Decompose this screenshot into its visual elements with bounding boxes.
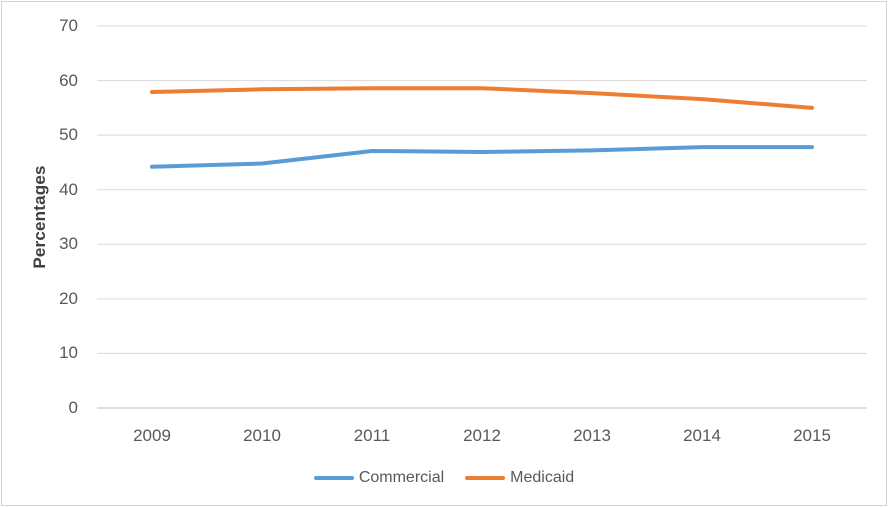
legend-line-medicaid-icon (465, 476, 506, 480)
legend-label-medicaid: Medicaid (510, 469, 575, 486)
legend-label-commercial: Commercial (358, 469, 445, 486)
y-tick-label: 50 (59, 125, 78, 145)
x-tick-label: 2010 (243, 426, 281, 445)
y-tick-label: 0 (68, 398, 78, 417)
series-line-medicaid (150, 86, 814, 110)
x-tick-label: 2009 (133, 426, 171, 445)
y-tick-label: 40 (59, 179, 78, 199)
y-tick-label: 30 (59, 234, 78, 254)
x-tick-label: 2011 (353, 426, 391, 445)
legend: Commercial Medicaid (2, 464, 886, 492)
legend-item-medicaid[interactable]: Medicaid (465, 469, 574, 487)
x-tick-label: 2015 (793, 426, 831, 445)
x-tick-label: 2013 (573, 426, 611, 445)
series-line-commercial (150, 145, 814, 169)
legend-line-commercial-icon (313, 476, 354, 480)
x-tick-label: 2014 (683, 426, 721, 445)
y-tick-label: 70 (59, 16, 78, 35)
legend-item-commercial[interactable]: Commercial (313, 469, 445, 487)
x-tick-label: 2012 (463, 426, 501, 445)
y-tick-label: 20 (59, 288, 78, 308)
y-tick-label: 60 (59, 70, 78, 90)
y-tick-label: 10 (59, 343, 78, 363)
